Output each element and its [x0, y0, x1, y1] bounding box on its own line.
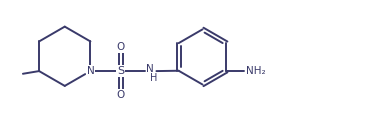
Text: N: N [87, 66, 94, 76]
Text: O: O [116, 42, 125, 52]
Text: N: N [147, 64, 154, 74]
Text: O: O [116, 90, 125, 100]
Text: H: H [150, 73, 157, 84]
Text: NH₂: NH₂ [246, 66, 265, 76]
Text: S: S [117, 66, 124, 76]
